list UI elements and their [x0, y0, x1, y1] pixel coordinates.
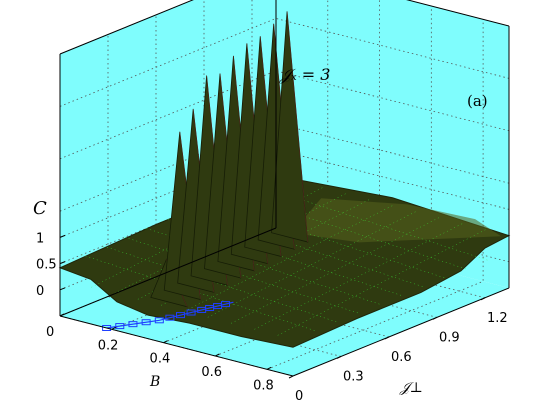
y-tick-label: 1.2	[487, 311, 508, 326]
y-axis-line	[292, 287, 510, 377]
grid-line-j	[155, 14, 390, 338]
z-tick-label: 1	[36, 231, 44, 246]
x-tick-label: 0.2	[98, 338, 119, 353]
top-left-edge	[59, 0, 194, 55]
x-tick-label: 0.6	[201, 365, 222, 380]
z-tick-mark	[59, 234, 66, 238]
y-tick-mark	[336, 355, 342, 359]
critical-line-path	[106, 301, 234, 329]
y-tick-mark	[288, 375, 294, 379]
x-tick-label: 0	[46, 325, 54, 340]
y-tick-label: 0.6	[391, 350, 412, 365]
grid-line-z	[59, 17, 510, 107]
jx-annotation: 𝒥ₓ = 3	[279, 65, 330, 84]
z-tick-mark	[59, 287, 66, 291]
x-tick-label: 0.4	[150, 352, 171, 367]
mesh-line	[124, 236, 358, 314]
x-tick-mark	[59, 313, 65, 317]
critical-marker	[175, 312, 185, 319]
z-tick-mark	[59, 261, 66, 265]
grid-line-z	[59, 148, 510, 238]
mesh-line	[207, 211, 416, 318]
grid-line-b	[266, 19, 484, 370]
critical-marker	[102, 325, 112, 331]
x-tick-mark	[215, 353, 220, 357]
critical-marker	[128, 321, 138, 328]
y-tick-mark	[480, 297, 486, 301]
x-axis-label: B	[149, 374, 160, 390]
mesh-line	[184, 205, 393, 312]
critical-marker	[115, 323, 125, 330]
panel-label: (a)	[467, 92, 488, 110]
critical-marker	[186, 309, 196, 316]
z-axis-label: C	[33, 198, 47, 219]
grid-line-z	[59, 175, 510, 264]
y-tick-label: 0.3	[343, 369, 364, 384]
surface-plateau	[291, 198, 501, 243]
y-tick-mark	[384, 336, 390, 340]
critical-marker	[165, 314, 175, 321]
grid-line-j	[107, 34, 342, 357]
grid-line-z	[59, 122, 510, 212]
peak-edge	[286, 11, 309, 243]
grid-line-j	[251, 0, 486, 299]
critical-line	[102, 301, 234, 331]
mesh-line	[81, 254, 315, 331]
y-tick-label: 0.9	[439, 330, 460, 345]
x-axis-line	[59, 315, 294, 377]
x-tick-mark	[163, 340, 168, 344]
x-tick-mark	[266, 366, 272, 370]
y-axis-label: 𝒥⊥	[399, 380, 423, 396]
x-tick-mark	[111, 326, 117, 330]
y-tick-label: 0	[295, 389, 303, 404]
critical-marker	[141, 319, 151, 326]
surface-plot	[58, 11, 511, 348]
tick-labels: 0 0.2 0.4 0.6 0.8 0 0.3 0.6 0.9 1.2 0 0.5 1	[36, 231, 508, 404]
critical-marker	[154, 317, 164, 324]
grid-line-z	[59, 70, 510, 160]
x-tick-label: 0.8	[253, 378, 274, 393]
z-tick-label: 0	[36, 284, 44, 299]
floor-left-edge	[59, 227, 277, 317]
mesh-line	[230, 217, 440, 324]
mesh-line	[277, 229, 486, 336]
grid-line-j	[203, 0, 438, 318]
mesh-line	[103, 245, 337, 322]
critical-marker	[220, 301, 230, 308]
z-tick-label: 0.5	[36, 258, 57, 273]
top-back-edge	[406, 0, 510, 27]
mesh-line	[254, 223, 463, 330]
axis-frame	[59, 0, 510, 377]
y-tick-mark	[432, 316, 438, 320]
